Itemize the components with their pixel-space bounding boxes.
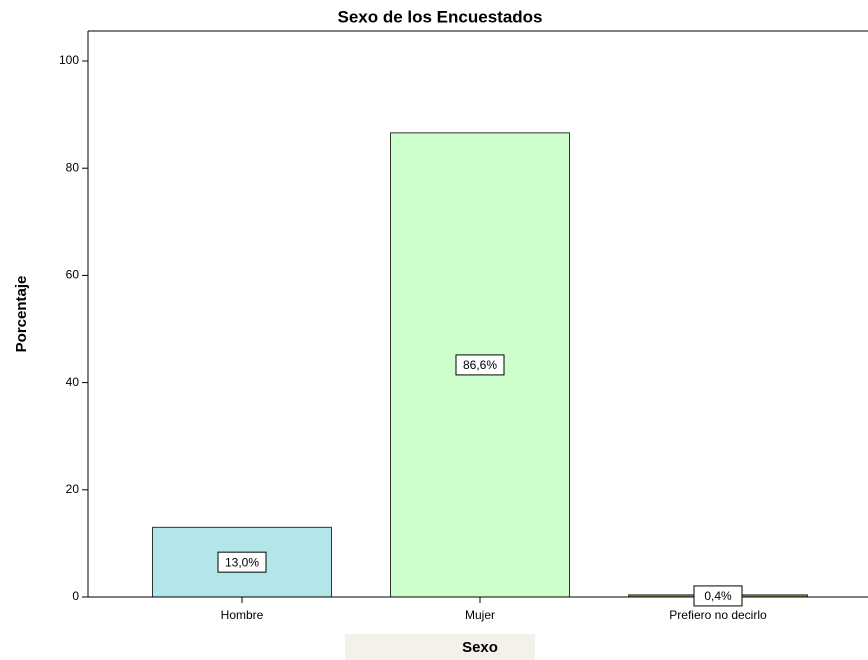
value-label-box — [455, 354, 505, 376]
y-tick-label: 0 — [72, 589, 79, 603]
x-tick-label: Prefiero no decirlo — [669, 608, 767, 622]
x-tick-label: Hombre — [221, 608, 264, 622]
y-tick-label: 80 — [66, 160, 80, 174]
value-label-box — [693, 585, 743, 607]
y-tick-label: 60 — [66, 268, 80, 282]
x-axis-title: Sexo — [462, 639, 498, 656]
y-axis-title: Porcentaje — [13, 276, 30, 353]
watermark-box — [345, 634, 535, 660]
y-tick-label: 100 — [59, 53, 79, 67]
value-label: 13,0% — [225, 555, 259, 569]
y-tick-label: 20 — [66, 482, 80, 496]
value-label: 86,6% — [463, 358, 497, 372]
y-tick-label: 40 — [66, 375, 80, 389]
x-tick-label: Mujer — [465, 608, 495, 622]
chart-title: Sexo de los Encuestados — [337, 7, 542, 26]
value-label: 0,4% — [704, 589, 732, 603]
value-label-box — [217, 551, 267, 573]
